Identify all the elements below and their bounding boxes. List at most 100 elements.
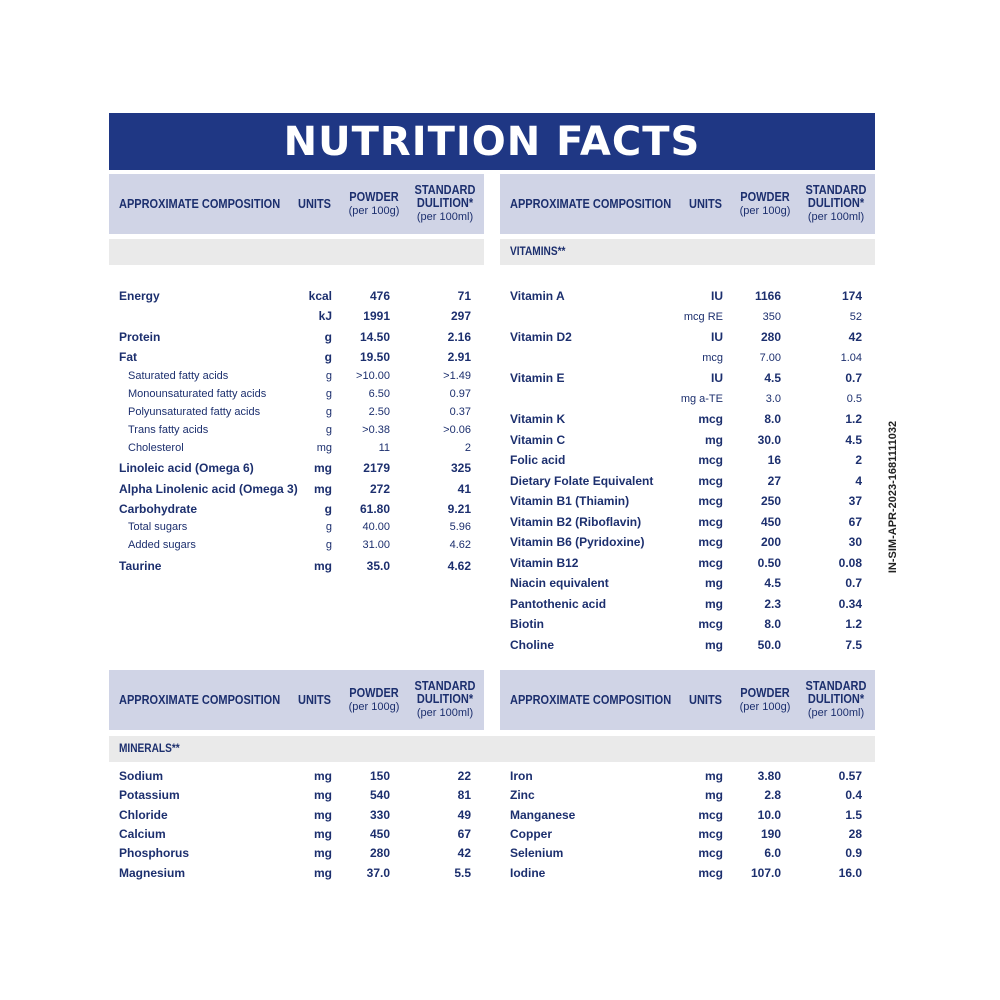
row-unit: mcg (698, 617, 723, 631)
row-powder: 35.0 (366, 559, 390, 573)
row-powder: 350 (762, 310, 781, 323)
table-row: Selenium mcg 6.0 0.9 (500, 844, 875, 862)
row-powder: 450 (760, 514, 781, 529)
row-standard: >1.49 (443, 370, 471, 382)
minerals-section-bar: MINERALS** (109, 736, 875, 762)
table-row: Cholesterol mg 11 2 (109, 439, 484, 457)
row-powder: 19.50 (359, 350, 390, 364)
row-name: Iodine (510, 866, 546, 880)
header-composition: APPROXIMATE COMPOSITION (119, 197, 281, 211)
row-standard: 5.96 (449, 521, 471, 533)
row-name: Total sugars (128, 521, 188, 533)
row-powder: >10.00 (356, 370, 390, 382)
row-unit: mg (705, 596, 723, 611)
row-unit: mcg (698, 494, 723, 508)
row-standard: 49 (457, 808, 471, 822)
row-unit: g (325, 388, 332, 400)
row-powder: 450 (369, 827, 390, 841)
table-header-bottom-right: APPROXIMATE COMPOSITION UNITS POWDER (per 1… (500, 670, 875, 730)
header-powder-sub: (per 100g) (348, 204, 400, 217)
row-unit: kJ (318, 309, 332, 323)
header-powder-sub: (per 100g) (739, 204, 791, 217)
row-unit: g (325, 521, 332, 533)
table-row: Carbohydrate g 61.80 9.21 (109, 500, 484, 518)
row-standard: 22 (457, 769, 471, 783)
row-name: Chloride (119, 808, 168, 822)
table-row: Added sugars g 31.00 4.62 (109, 536, 484, 554)
header-standard-sub: (per 100ml) (416, 211, 474, 223)
row-unit: mg (705, 637, 723, 652)
table-row: mcg 7.00 1.04 (500, 349, 875, 367)
row-standard: 2.16 (447, 330, 471, 344)
row-name: Vitamin A (510, 289, 565, 303)
row-unit: mg (314, 461, 332, 475)
table-row: Phosphorus mg 280 42 (109, 844, 484, 862)
row-name: Vitamin K (510, 412, 566, 426)
row-name: Added sugars (128, 539, 196, 551)
row-unit: mg (316, 442, 332, 454)
row-name: Energy (119, 289, 160, 303)
row-unit: kcal (308, 289, 332, 303)
table-header-top-left: APPROXIMATE COMPOSITION UNITS POWDER (per 1… (109, 174, 484, 234)
row-powder: 6.0 (764, 846, 781, 860)
table-row: Saturated fatty acids g >10.00 >1.49 (109, 367, 484, 385)
row-standard: 16.0 (838, 866, 862, 880)
row-name: Phosphorus (119, 846, 190, 860)
row-powder: 4.5 (764, 371, 781, 385)
row-name: Copper (510, 827, 552, 841)
table-row: Vitamin B12 mcg 0.50 0.08 (500, 554, 875, 572)
row-name: Vitamin B2 (Riboflavin) (510, 514, 642, 529)
row-standard: 4.62 (449, 539, 471, 551)
table-row: Vitamin B2 (Riboflavin) mcg 450 67 (500, 513, 875, 531)
row-standard: 41 (457, 482, 471, 496)
row-standard: 0.08 (838, 555, 862, 570)
row-unit: mcg (698, 827, 723, 841)
row-powder: 2179 (363, 461, 390, 475)
row-standard: 174 (841, 289, 862, 303)
table-row: Protein g 14.50 2.16 (109, 328, 484, 346)
header-composition: APPROXIMATE COMPOSITION (510, 197, 672, 211)
row-standard: 0.97 (449, 388, 471, 400)
table-row: Manganese mcg 10.0 1.5 (500, 806, 875, 824)
row-name: Choline (510, 637, 554, 652)
row-unit: mcg (698, 846, 723, 860)
table-row: Folic acid mcg 16 2 (500, 451, 875, 469)
table-header-bottom-left: APPROXIMATE COMPOSITION UNITS POWDER (per 1… (109, 670, 484, 730)
row-name: Selenium (510, 846, 564, 860)
header-composition: APPROXIMATE COMPOSITION (510, 693, 672, 707)
product-code-text: IN-SIM-APR-2023-1681111032 (887, 420, 899, 574)
table-row: Vitamin B6 (Pyridoxine) mcg 200 30 (500, 533, 875, 551)
header-powder: POWDER (349, 189, 399, 204)
row-standard: 67 (457, 827, 471, 841)
row-name: Vitamin C (510, 432, 566, 447)
row-powder: 31.00 (362, 539, 390, 551)
row-unit: mcg (698, 808, 723, 822)
row-name: Calcium (119, 827, 166, 841)
row-powder: 4.5 (764, 576, 781, 590)
row-unit: mg (705, 576, 723, 590)
row-unit: mg (314, 788, 332, 802)
header-dilution: DULITION* (807, 196, 865, 210)
row-powder: 540 (369, 788, 390, 802)
row-name: Vitamin E (510, 371, 565, 385)
table-row: Biotin mcg 8.0 1.2 (500, 615, 875, 633)
row-name: Saturated fatty acids (128, 370, 229, 382)
row-standard: 2 (464, 442, 471, 454)
row-standard: 2 (855, 453, 862, 467)
row-unit: g (325, 406, 332, 418)
table-row: Vitamin C mg 30.0 4.5 (500, 431, 875, 449)
row-standard: 0.7 (845, 576, 862, 590)
row-unit: mcg (702, 351, 723, 364)
row-standard: 5.5 (454, 866, 471, 880)
row-standard: 42 (457, 846, 471, 860)
row-name: Trans fatty acids (128, 424, 209, 436)
table-header-top-right: APPROXIMATE COMPOSITION UNITS POWDER (per 1… (500, 174, 875, 234)
table-row: Vitamin D2 IU 280 42 (500, 328, 875, 346)
table-row: Iodine mcg 107.0 16.0 (500, 864, 875, 882)
row-powder: 27 (767, 473, 781, 488)
header-dilution: DULITION* (416, 196, 474, 210)
row-name: Cholesterol (128, 442, 184, 454)
row-unit: mcg (698, 412, 723, 426)
row-name: Taurine (119, 559, 162, 573)
table-row: Vitamin K mcg 8.0 1.2 (500, 410, 875, 428)
